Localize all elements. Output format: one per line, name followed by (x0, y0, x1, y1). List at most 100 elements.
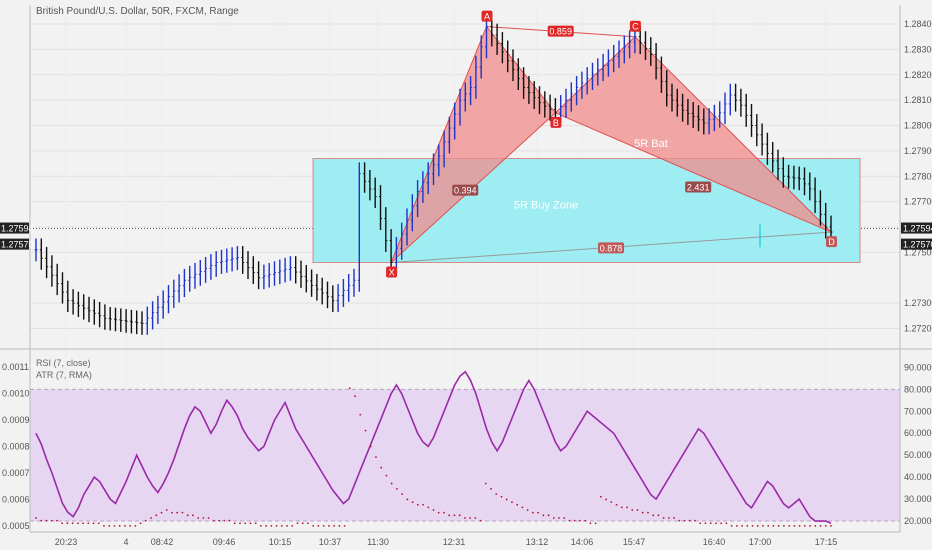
candle (400, 222, 404, 260)
candle (273, 261, 276, 286)
atr-point (76, 522, 79, 525)
pattern-point-c (629, 20, 641, 32)
candle (124, 309, 128, 333)
atr-point (354, 395, 356, 398)
price-tick-label: 1.28100 (904, 95, 932, 105)
candle (474, 55, 478, 99)
candle (426, 162, 430, 195)
atr-point (751, 525, 754, 527)
candle (320, 277, 324, 305)
candle (728, 83, 732, 116)
atr-point (620, 506, 623, 509)
legend-rsi: RSI (7, close) (36, 358, 91, 368)
candle (453, 102, 457, 140)
atr-point (327, 525, 330, 527)
candle (363, 162, 367, 193)
candle (267, 262, 271, 288)
atr-point (155, 514, 158, 517)
price-tick-label: 1.27700 (904, 197, 932, 207)
time-tick-label: 12:31 (443, 537, 466, 547)
atr-point (798, 525, 801, 527)
atr-point (793, 525, 796, 527)
atr-point (427, 506, 430, 509)
candle (697, 105, 700, 132)
candle (734, 83, 738, 112)
candle (538, 86, 541, 115)
atr-point (704, 522, 707, 525)
pattern-point-x (386, 266, 398, 278)
candle (182, 268, 186, 298)
atr-point (558, 517, 560, 519)
atr-point (103, 525, 105, 527)
candle (76, 291, 80, 318)
pattern-point-label: C (632, 22, 639, 32)
atr-point (830, 525, 832, 527)
pattern-name-label: 5R Bat (634, 138, 668, 150)
atr-point (71, 522, 74, 525)
atr-point (647, 511, 649, 514)
candle (803, 167, 806, 196)
candle (114, 307, 117, 332)
candle (45, 246, 49, 279)
atr-tick-label: 0.0010 (2, 389, 30, 399)
atr-point (626, 506, 628, 509)
atr-point (594, 522, 597, 525)
candle (61, 272, 64, 304)
atr-point (730, 525, 733, 527)
atr-point (160, 511, 163, 514)
atr-point (814, 525, 817, 527)
candle (299, 260, 303, 288)
candle (691, 102, 695, 129)
candle (612, 44, 616, 73)
candle (622, 35, 626, 64)
atr-tick-label: 0.0006 (2, 494, 30, 504)
atr-point (505, 498, 508, 501)
candle (156, 295, 160, 325)
candle (792, 165, 796, 190)
atr-point (762, 525, 764, 527)
candle (781, 157, 785, 188)
atr-point (657, 514, 660, 517)
time-tick-label: 15:47 (623, 537, 646, 547)
candle (712, 104, 716, 132)
candle (167, 285, 170, 314)
candle (516, 58, 520, 90)
candle (288, 256, 292, 281)
candle (765, 132, 769, 165)
atr-point (589, 522, 592, 525)
time-tick-label: 14:06 (571, 537, 594, 547)
atr-point (511, 501, 513, 503)
candle (82, 294, 86, 320)
candle (585, 67, 589, 95)
atr-point (317, 525, 320, 527)
candle (278, 259, 282, 285)
atr-point (542, 514, 545, 517)
price-marker-right-label: 1.27594 (903, 224, 932, 234)
candle (432, 153, 435, 186)
atr-point (809, 525, 811, 527)
atr-point (113, 525, 116, 527)
time-tick-label: 17:15 (815, 537, 838, 547)
candle (336, 284, 340, 313)
candle (135, 310, 139, 335)
atr-tick-label: 0.0009 (2, 415, 30, 425)
atr-point (333, 525, 336, 527)
candle (771, 142, 775, 173)
atr-point (673, 517, 675, 519)
atr-point (715, 522, 717, 525)
candle (463, 82, 467, 112)
candle (591, 62, 594, 90)
atr-point (280, 525, 283, 527)
atr-point (61, 522, 64, 525)
atr-point (683, 519, 686, 522)
pattern-point-a (481, 10, 493, 22)
atr-point (490, 487, 492, 490)
atr-point (296, 522, 299, 525)
atr-point (286, 525, 288, 527)
candle (479, 35, 483, 79)
time-tick-label: 16:40 (703, 537, 726, 547)
candle (416, 180, 420, 218)
price-tick-label: 1.27900 (904, 146, 932, 156)
